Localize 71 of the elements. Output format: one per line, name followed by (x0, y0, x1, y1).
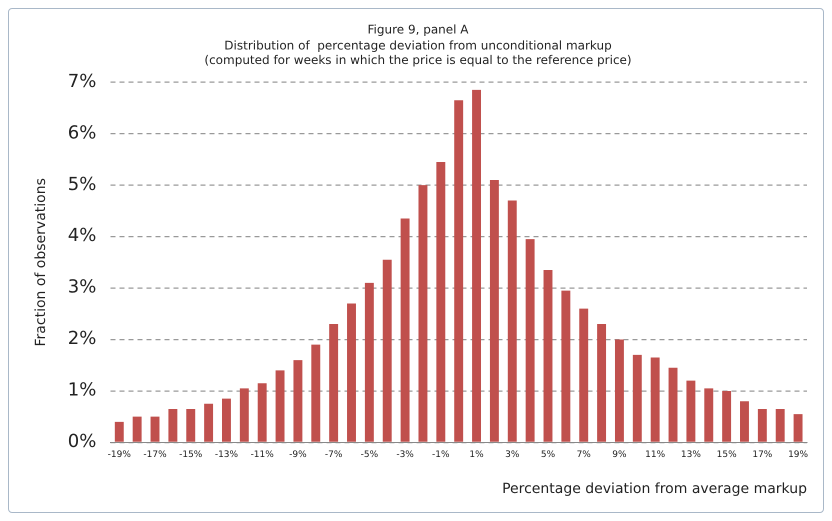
bar (258, 383, 267, 442)
bar (579, 308, 588, 442)
bar (204, 404, 214, 442)
y-tick-label: 2% (68, 328, 96, 350)
bar (668, 368, 678, 442)
x-tick-label: -9% (289, 450, 308, 460)
bar (311, 344, 320, 442)
bar (132, 416, 142, 442)
bar (632, 354, 642, 442)
bar (722, 390, 732, 442)
bar (561, 290, 570, 442)
bar (614, 339, 624, 442)
bar (329, 324, 338, 442)
x-tick-label: -19% (108, 450, 132, 460)
bar (114, 422, 124, 442)
bar (240, 388, 249, 442)
bar (400, 218, 410, 442)
bar (597, 324, 606, 442)
x-tick-label: 3% (505, 450, 520, 460)
bar (758, 408, 767, 442)
y-tick-label: 4% (68, 225, 96, 246)
y-tick-label: 6% (68, 122, 96, 144)
x-tick-label: 9% (612, 450, 628, 460)
bar (794, 414, 803, 442)
bar (347, 303, 356, 442)
x-tick-label: -13% (214, 450, 239, 460)
bar (382, 260, 392, 442)
x-tick-label: 5% (540, 450, 556, 460)
y-axis-title: Fraction of observations (33, 178, 50, 346)
x-tick-label: 15% (716, 450, 738, 460)
chart-title: Figure 9, panel A (367, 22, 470, 36)
x-axis-title: Percentage deviation from average markup (502, 481, 808, 498)
bar (740, 401, 749, 442)
y-tick-label: 1% (68, 380, 96, 401)
bar (776, 408, 785, 442)
bar (508, 200, 517, 442)
bar (418, 185, 428, 442)
x-tick-label: -17% (143, 450, 168, 460)
bar (436, 162, 446, 442)
bar (454, 100, 464, 442)
bar (364, 282, 374, 442)
x-tick-label: 11% (645, 450, 666, 460)
y-tick-label: 7% (68, 70, 96, 92)
bar (150, 416, 160, 442)
x-tick-label: -7% (324, 450, 343, 460)
x-tick-label: -11% (250, 450, 274, 460)
bar (686, 380, 696, 442)
bar (168, 408, 178, 442)
x-tick-label: 19% (788, 450, 809, 460)
x-tick-label: 1% (469, 450, 484, 460)
bar (526, 239, 535, 442)
bar (544, 270, 552, 442)
bar (704, 388, 714, 442)
y-tick-label: 3% (68, 276, 96, 298)
y-tick-label: 5% (68, 174, 96, 195)
x-tick-label: -15% (179, 450, 203, 460)
x-tick-label: 7% (576, 450, 592, 460)
x-tick-label: -3% (396, 450, 414, 460)
y-tick-label: 0% (68, 431, 96, 452)
bar (472, 90, 482, 442)
bar (293, 360, 302, 442)
x-tick-label: 13% (680, 450, 702, 460)
x-tick-label: -1% (432, 450, 450, 460)
bar (222, 398, 231, 442)
chart-subtitle: Distribution of percentage deviation from unconditional markup (computed for weeks in which the price is equal to the reference price) (204, 38, 632, 68)
bar (276, 370, 285, 442)
x-tick-label: 17% (752, 450, 773, 460)
bar (186, 408, 196, 442)
x-tick-label: -5% (360, 450, 379, 460)
bar (490, 180, 499, 442)
bar (650, 357, 660, 442)
